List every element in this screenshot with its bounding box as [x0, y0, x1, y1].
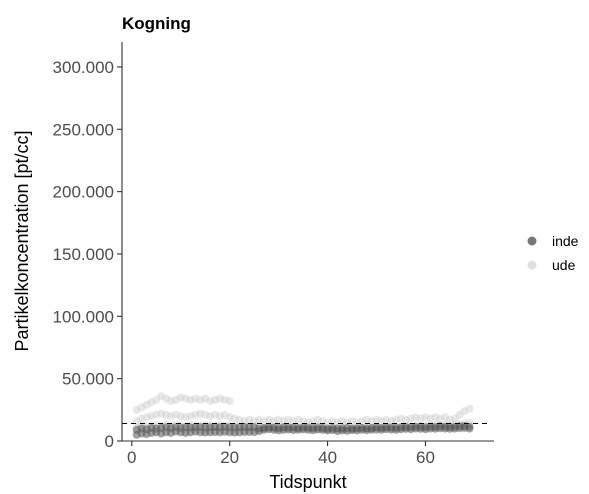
data-point-ude [264, 415, 273, 424]
data-point-ude [274, 415, 283, 424]
data-point-ude [406, 414, 415, 423]
chart-title: Kogning [122, 14, 191, 33]
data-point-ude [162, 410, 171, 419]
data-point-ude [137, 414, 146, 423]
data-point-ude [445, 415, 454, 424]
data-point-ude [220, 410, 229, 419]
y-tick-label: 250.000 [53, 120, 114, 139]
data-point-ude [401, 415, 410, 424]
data-point-ude [225, 397, 234, 406]
data-point-ude [201, 394, 210, 403]
data-point-ude [294, 415, 303, 424]
data-point-ude [147, 398, 156, 407]
data-point-ude [455, 410, 464, 419]
data-point-ude [426, 414, 435, 423]
data-point-ude [186, 395, 195, 404]
y-tick-label: 100.000 [53, 307, 114, 326]
data-point-ude [147, 412, 156, 421]
data-point-ude [460, 407, 469, 416]
x-tick-label: 0 [127, 448, 136, 467]
data-point-ude [284, 415, 293, 424]
data-point-ude [191, 394, 200, 403]
data-point-ude [436, 414, 445, 423]
data-point-ude [142, 413, 151, 422]
data-point-ude [137, 403, 146, 412]
y-axis-title: Partikelkoncentration [pt/cc] [12, 130, 32, 351]
data-point-ude [323, 418, 332, 427]
x-tick-label: 40 [318, 448, 337, 467]
data-point-ude [411, 413, 420, 422]
legend-key-inde [527, 236, 537, 246]
y-tick-label: 50.000 [62, 370, 114, 389]
data-point-ude [382, 415, 391, 424]
data-point-ude [201, 410, 210, 419]
data-point-ude [211, 395, 219, 404]
data-point-ude [211, 410, 219, 419]
data-point-ude [333, 418, 342, 427]
data-point-ude [450, 414, 459, 423]
data-point-ude [235, 415, 244, 424]
data-point-ude [142, 400, 151, 409]
data-point-ude [157, 409, 166, 418]
y-tick-label: 150.000 [53, 245, 114, 264]
x-ticks: 0 20 40 60 [127, 441, 435, 467]
data-point-ude [152, 395, 161, 404]
data-point-ude [166, 397, 175, 406]
y-tick-label: 0 [105, 432, 114, 451]
legend-label-inde: inde [552, 233, 579, 249]
y-tick-label: 300.000 [53, 58, 114, 77]
data-point-ude [196, 395, 205, 404]
data-point-ude [245, 415, 254, 424]
x-tick-label: 60 [416, 448, 435, 467]
data-point-ude [362, 415, 371, 424]
data-point-ude [431, 413, 440, 422]
data-point-ude [441, 413, 450, 422]
data-point-inde [465, 422, 474, 431]
data-point-ude [397, 414, 405, 423]
data-point-ude [166, 412, 175, 421]
data-point-ude [255, 415, 264, 424]
data-point-ude [343, 418, 352, 427]
data-point-ude [152, 410, 161, 419]
data-point-ude [313, 415, 322, 424]
data-point-ude [220, 395, 229, 404]
data-point-ude [181, 394, 190, 403]
data-point-ude [162, 394, 171, 403]
data-point-ude [181, 413, 190, 422]
data-point-ude [196, 409, 205, 418]
y-ticks: 0 50.000 100.000 150.000 200.000 250.000 300.0… [53, 58, 122, 451]
data-point-ude [352, 418, 361, 427]
x-tick-label: 20 [220, 448, 239, 467]
data-point-ude [215, 394, 224, 403]
legend-key-ude [527, 260, 537, 270]
data-point-ude [225, 413, 234, 422]
data-point-ude [372, 415, 381, 424]
legend: inde ude [527, 233, 579, 273]
points-layer [132, 392, 474, 439]
data-point-ude [206, 412, 215, 421]
data-point-ude [465, 404, 474, 413]
data-point-ude [171, 410, 180, 419]
data-point-ude [215, 412, 224, 421]
x-axis-title: Tidspunkt [269, 472, 346, 492]
data-point-ude [186, 412, 195, 421]
data-point-ude [230, 414, 239, 423]
data-point-ude [206, 397, 215, 406]
data-point-ude [132, 405, 141, 414]
data-point-ude [416, 414, 425, 423]
data-point-ude [392, 415, 401, 424]
data-point-ude [157, 392, 166, 401]
y-tick-label: 200.000 [53, 183, 114, 202]
data-point-ude [191, 410, 200, 419]
data-point-ude [176, 412, 185, 421]
legend-label-ude: ude [552, 257, 576, 273]
data-point-ude [171, 395, 180, 404]
data-point-ude [421, 413, 430, 422]
data-point-ude [176, 393, 185, 402]
